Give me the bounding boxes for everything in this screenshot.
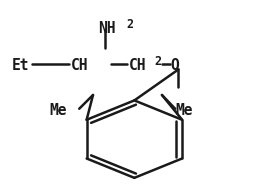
Text: Me: Me: [49, 103, 66, 118]
Text: Et: Et: [12, 58, 29, 73]
Text: 2: 2: [155, 55, 161, 68]
Text: CH: CH: [129, 58, 146, 73]
Text: O: O: [171, 58, 179, 73]
Text: NH: NH: [99, 21, 116, 36]
Text: Me: Me: [176, 103, 193, 118]
Text: 2: 2: [126, 18, 133, 31]
Text: CH: CH: [71, 58, 88, 73]
